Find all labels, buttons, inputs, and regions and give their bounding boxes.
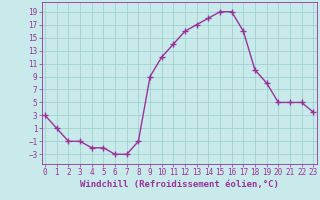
X-axis label: Windchill (Refroidissement éolien,°C): Windchill (Refroidissement éolien,°C) <box>80 180 279 189</box>
